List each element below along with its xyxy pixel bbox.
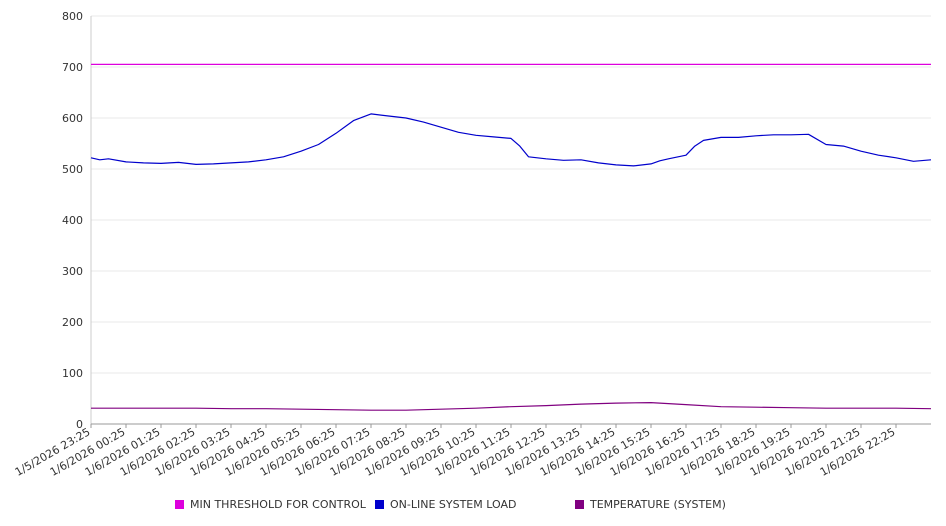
y-tick-label: 200: [62, 316, 83, 329]
x-tick-labels: 1/5/2026 23:251/6/2026 00:251/6/2026 01:…: [13, 425, 898, 479]
series-line-1: [90, 113, 932, 167]
legend-item-system-load[interactable]: ON-LINE SYSTEM LOAD: [375, 498, 516, 511]
legend-label-system-load: ON-LINE SYSTEM LOAD: [390, 498, 517, 511]
y-tick-label: 800: [62, 10, 83, 23]
legend-label-temperature: TEMPERATURE (SYSTEM): [590, 498, 726, 511]
y-tick-label: 500: [62, 163, 83, 176]
axes: [90, 16, 931, 428]
series-line-2: [91, 402, 932, 411]
legend-swatch-min-threshold: [175, 500, 184, 509]
y-tick-labels: 0 100 200 300 400 500 600 700 800: [62, 10, 83, 431]
legend-swatch-temperature: [575, 500, 584, 509]
y-tick-label: 100: [62, 367, 83, 380]
legend-item-min-threshold[interactable]: MIN THRESHOLD FOR CONTROL: [175, 498, 366, 511]
legend-label-min-threshold: MIN THRESHOLD FOR CONTROL: [190, 498, 366, 511]
legend-swatch-system-load: [375, 500, 384, 509]
gridlines: [91, 15, 931, 374]
y-tick-label: 300: [62, 265, 83, 278]
y-tick-label: 0: [76, 418, 83, 431]
legend-item-temperature[interactable]: TEMPERATURE (SYSTEM): [575, 498, 726, 511]
y-tick-label: 600: [62, 112, 83, 125]
legend: MIN THRESHOLD FOR CONTROL ON-LINE SYSTEM…: [0, 498, 946, 514]
series-lines: [90, 63, 932, 411]
y-tick-label: 700: [62, 61, 83, 74]
y-tick-label: 400: [62, 214, 83, 227]
